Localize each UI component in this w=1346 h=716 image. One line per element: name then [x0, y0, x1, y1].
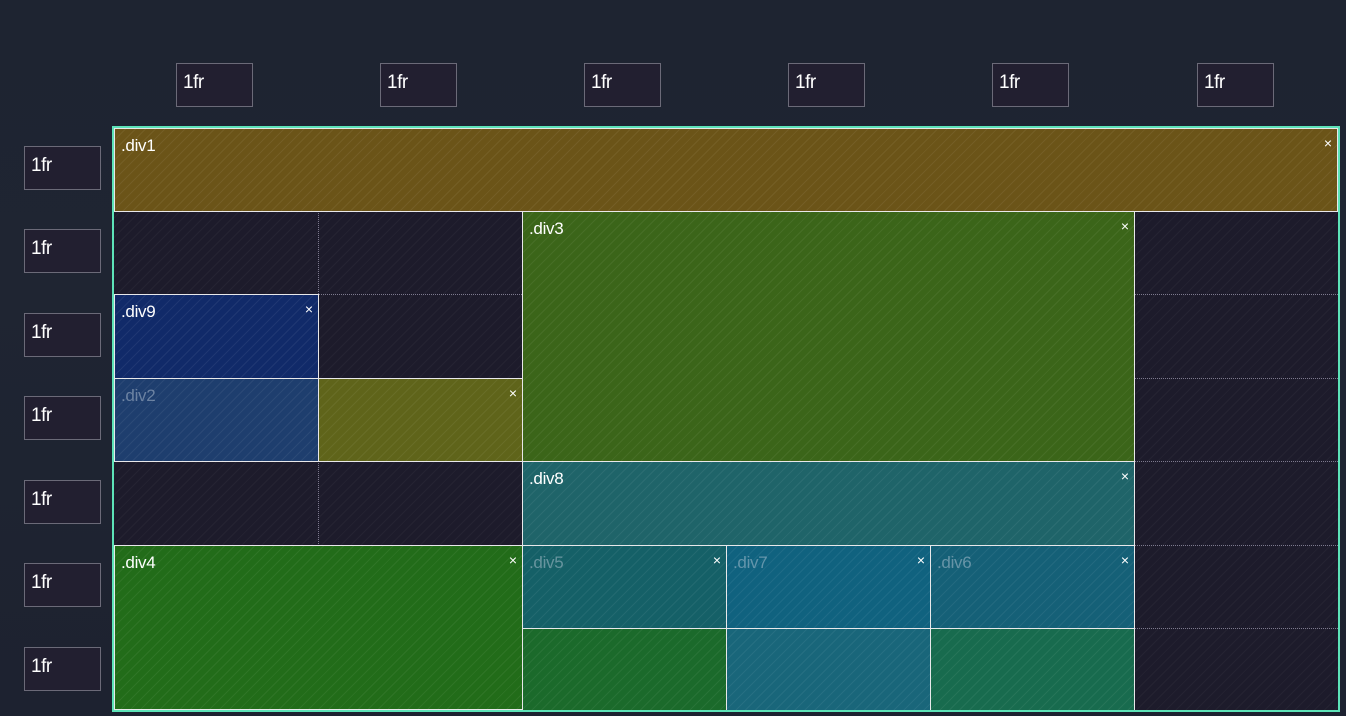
area-label: .div5 [529, 553, 564, 572]
grid-canvas[interactable]: .div1 × .div3 × .div9 × .div2 × .div8 × … [112, 126, 1340, 712]
column-track-input-6[interactable]: 1fr [1197, 63, 1274, 107]
grid-area-unnamed[interactable]: × [318, 378, 523, 462]
close-icon[interactable]: × [1120, 218, 1129, 234]
grid-cell[interactable] [522, 628, 727, 710]
close-icon[interactable]: × [712, 552, 721, 568]
close-icon[interactable]: × [1120, 468, 1129, 484]
column-track-input-5[interactable]: 1fr [992, 63, 1069, 107]
grid-area-div4[interactable]: .div4 × [114, 545, 523, 710]
column-track-input-1[interactable]: 1fr [176, 63, 253, 107]
area-label: .div8 [529, 469, 564, 488]
grid-area-div7[interactable]: .div7 × [726, 545, 931, 629]
area-label: .div7 [733, 553, 768, 572]
grid-area-div3[interactable]: .div3 × [522, 211, 1135, 462]
area-label: .div1 [121, 136, 156, 155]
row-track-input-2[interactable]: 1fr [24, 229, 101, 273]
row-track-input-3[interactable]: 1fr [24, 313, 101, 357]
row-track-input-1[interactable]: 1fr [24, 146, 101, 190]
grid-cell[interactable] [930, 628, 1135, 710]
column-track-input-4[interactable]: 1fr [788, 63, 865, 107]
close-icon[interactable]: × [508, 552, 517, 568]
area-label: .div6 [937, 553, 972, 572]
row-track-input-5[interactable]: 1fr [24, 480, 101, 524]
row-track-input-6[interactable]: 1fr [24, 563, 101, 607]
close-icon[interactable]: × [304, 301, 313, 317]
grid-area-div8[interactable]: .div8 × [522, 461, 1135, 546]
area-label: .div3 [529, 219, 564, 238]
grid-area-div6[interactable]: .div6 × [930, 545, 1135, 629]
close-icon[interactable]: × [508, 385, 517, 401]
column-track-input-3[interactable]: 1fr [584, 63, 661, 107]
close-icon[interactable]: × [1120, 552, 1129, 568]
grid-area-div1[interactable]: .div1 × [114, 128, 1338, 212]
grid-area-div9[interactable]: .div9 × [114, 294, 319, 379]
area-label: .div9 [121, 302, 156, 321]
area-label: .div2 [121, 386, 156, 405]
row-track-input-4[interactable]: 1fr [24, 396, 101, 440]
grid-area-div2[interactable]: .div2 [114, 378, 319, 462]
close-icon[interactable]: × [1323, 135, 1332, 151]
column-track-input-2[interactable]: 1fr [380, 63, 457, 107]
close-icon[interactable]: × [916, 552, 925, 568]
grid-area-div5[interactable]: .div5 × [522, 545, 727, 629]
area-label: .div4 [121, 553, 156, 572]
row-track-input-7[interactable]: 1fr [24, 647, 101, 691]
grid-cell[interactable] [726, 628, 931, 710]
